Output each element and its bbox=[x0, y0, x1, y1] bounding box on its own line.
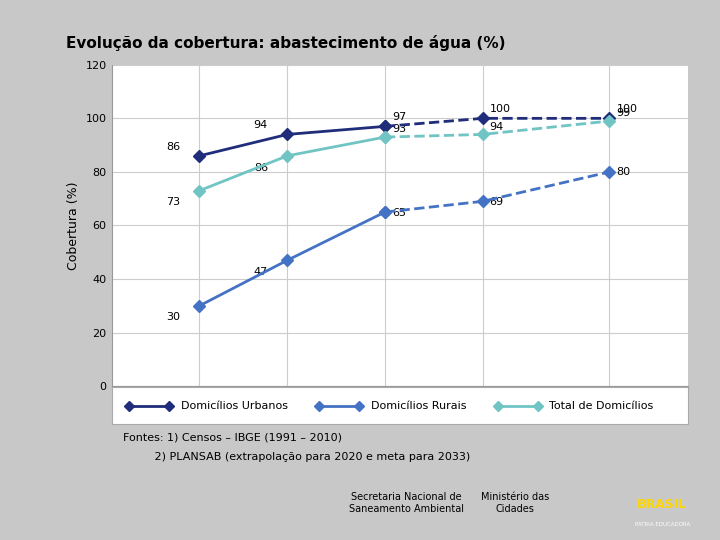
Text: 94: 94 bbox=[490, 122, 504, 132]
Text: 94: 94 bbox=[253, 120, 268, 130]
Text: 80: 80 bbox=[616, 167, 631, 178]
Text: 69: 69 bbox=[490, 197, 504, 207]
Text: 93: 93 bbox=[392, 124, 406, 134]
Text: Secretaria Nacional de
Saneamento Ambiental: Secretaria Nacional de Saneamento Ambien… bbox=[349, 492, 464, 514]
Text: Domicílios Rurais: Domicílios Rurais bbox=[371, 401, 467, 410]
Text: 47: 47 bbox=[253, 267, 268, 277]
Text: 100: 100 bbox=[616, 104, 637, 114]
X-axis label: Ano: Ano bbox=[387, 407, 412, 420]
Text: Fontes: 1) Censos – IBGE (1991 – 2010): Fontes: 1) Censos – IBGE (1991 – 2010) bbox=[123, 432, 342, 442]
Y-axis label: Cobertura (%): Cobertura (%) bbox=[67, 181, 80, 269]
Text: BRASIL: BRASIL bbox=[637, 498, 688, 511]
Text: 100: 100 bbox=[490, 104, 510, 114]
Text: PÁTRIA EDUCADORA: PÁTRIA EDUCADORA bbox=[635, 522, 690, 528]
Text: Ministério das
Cidades: Ministério das Cidades bbox=[481, 492, 549, 514]
Text: 30: 30 bbox=[166, 313, 180, 322]
Text: 97: 97 bbox=[392, 112, 406, 122]
Text: 86: 86 bbox=[253, 163, 268, 172]
Text: 99: 99 bbox=[616, 108, 631, 118]
Text: Total de Domicílios: Total de Domicílios bbox=[549, 401, 654, 410]
Text: 65: 65 bbox=[392, 207, 406, 218]
Text: 86: 86 bbox=[166, 141, 180, 152]
Text: Domicílios Urbanos: Domicílios Urbanos bbox=[181, 401, 288, 410]
Text: Evolução da cobertura: abastecimento de água (%): Evolução da cobertura: abastecimento de … bbox=[66, 35, 505, 51]
Text: 2) PLANSAB (extrapolação para 2020 e meta para 2033): 2) PLANSAB (extrapolação para 2020 e met… bbox=[123, 452, 470, 462]
Text: 73: 73 bbox=[166, 197, 180, 207]
